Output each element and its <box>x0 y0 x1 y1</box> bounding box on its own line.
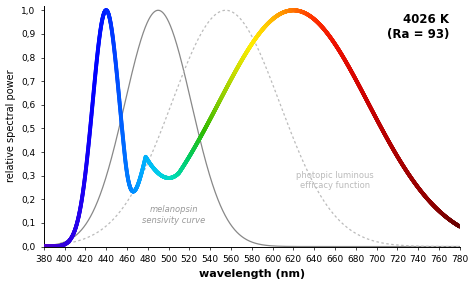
Y-axis label: relative spectral power: relative spectral power <box>6 70 16 182</box>
Text: 4026 K
(Ra = 93): 4026 K (Ra = 93) <box>387 13 449 41</box>
Text: photopic luminous
efficacy function: photopic luminous efficacy function <box>296 171 374 190</box>
X-axis label: wavelength (nm): wavelength (nm) <box>199 269 305 280</box>
Text: melanopsin
sensivity curve: melanopsin sensivity curve <box>142 205 205 225</box>
